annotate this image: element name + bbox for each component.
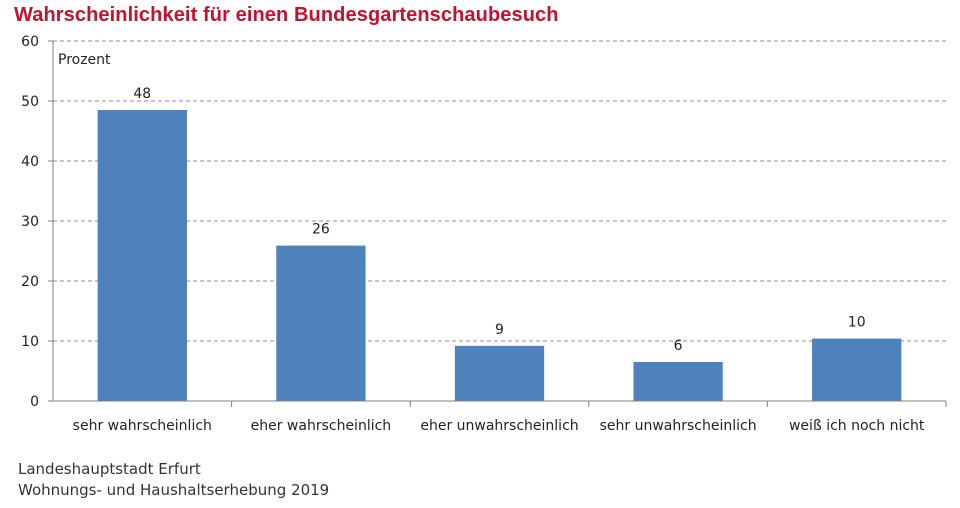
source-publisher: Landeshauptstadt Erfurt bbox=[18, 460, 201, 478]
y-tick-label-20: 20 bbox=[21, 274, 39, 290]
grid-lines bbox=[53, 40, 946, 342]
value-label-2: 9 bbox=[495, 322, 504, 338]
category-label-2: eher unwahrscheinlich bbox=[420, 418, 578, 434]
axes bbox=[48, 40, 947, 407]
bar-1 bbox=[276, 245, 366, 401]
y-tick-label-40: 40 bbox=[21, 154, 39, 170]
value-label-1: 26 bbox=[312, 222, 330, 238]
y-tick-label-50: 50 bbox=[21, 94, 39, 110]
source-survey: Wohnungs- und Haushaltserhebung 2019 bbox=[18, 481, 330, 499]
category-label-4: weiß ich noch nicht bbox=[789, 418, 925, 434]
bar-0 bbox=[97, 110, 187, 401]
value-label-0: 48 bbox=[133, 86, 151, 102]
y-tick-label-10: 10 bbox=[21, 334, 39, 350]
labels: 0 10 20 30 40 50 60 Prozent 48 sehr wahrscheinlic… bbox=[21, 34, 925, 434]
category-label-0: sehr wahrscheinlich bbox=[73, 418, 212, 434]
y-unit-label: Prozent bbox=[58, 52, 111, 68]
category-label-1: eher wahrscheinlich bbox=[251, 418, 392, 434]
value-label-4: 10 bbox=[848, 315, 866, 331]
bar-chart: 0 10 20 30 40 50 60 Prozent 48 sehr wahrscheinlic… bbox=[21, 34, 947, 434]
y-tick-label-30: 30 bbox=[21, 214, 39, 230]
value-label-3: 6 bbox=[674, 338, 683, 354]
y-tick-label-0: 0 bbox=[30, 394, 39, 410]
bar-3 bbox=[633, 362, 723, 401]
y-tick-label-60: 60 bbox=[21, 34, 39, 50]
bar-4 bbox=[812, 338, 902, 401]
chart-title: Wahrscheinlichkeit für einen Bundesgarte… bbox=[14, 4, 559, 26]
bar-2 bbox=[454, 345, 545, 401]
category-label-3: sehr unwahrscheinlich bbox=[600, 418, 757, 434]
bars bbox=[97, 110, 902, 401]
